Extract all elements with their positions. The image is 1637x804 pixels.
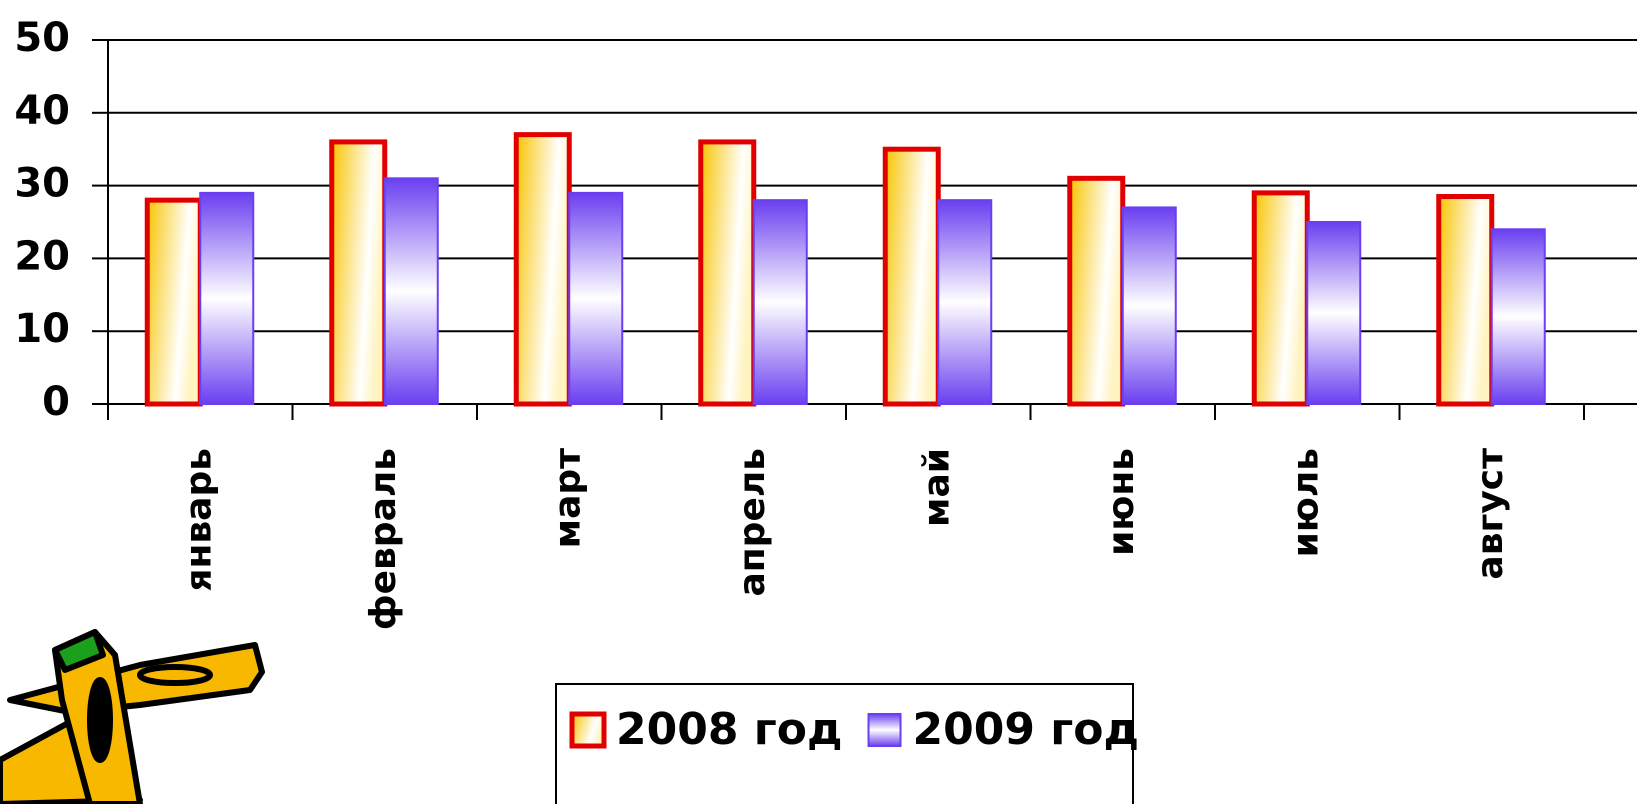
y-tick-label: 10 bbox=[14, 306, 70, 352]
y-tick-label: 30 bbox=[14, 161, 70, 207]
x-tick-label: апрель bbox=[732, 448, 773, 596]
bar bbox=[1251, 190, 1310, 407]
bar bbox=[937, 199, 993, 405]
x-tick-label: июнь bbox=[1101, 448, 1142, 556]
legend-label: 2008 год bbox=[616, 704, 843, 755]
bar bbox=[1436, 194, 1495, 407]
x-tick-label: июль bbox=[1285, 448, 1326, 557]
legend-box bbox=[555, 683, 1134, 804]
bar bbox=[383, 177, 439, 405]
bar bbox=[513, 132, 572, 407]
bar bbox=[199, 191, 255, 405]
bar bbox=[1490, 228, 1546, 405]
legend-swatch bbox=[569, 711, 607, 749]
bar bbox=[568, 191, 624, 405]
bar bbox=[882, 146, 941, 407]
bar bbox=[698, 139, 757, 407]
y-tick-label: 20 bbox=[14, 233, 70, 279]
y-tick-label: 40 bbox=[14, 88, 70, 134]
x-tick-label: март bbox=[547, 448, 588, 548]
bar bbox=[1306, 221, 1362, 405]
x-tick-label: январь bbox=[178, 448, 219, 592]
bar bbox=[329, 139, 388, 407]
x-tick-label: февраль bbox=[363, 448, 404, 630]
y-tick-label: 50 bbox=[14, 15, 70, 61]
legend-swatch bbox=[867, 713, 902, 747]
pencil-clipart bbox=[0, 629, 265, 804]
bar bbox=[752, 199, 808, 405]
x-tick-label: май bbox=[916, 448, 957, 527]
y-tick-label: 0 bbox=[42, 379, 70, 425]
legend-label: 2009 год bbox=[913, 704, 1140, 755]
bar bbox=[144, 197, 203, 407]
bar bbox=[1067, 175, 1126, 407]
x-tick-label: август bbox=[1470, 448, 1511, 580]
bar bbox=[1121, 206, 1177, 405]
